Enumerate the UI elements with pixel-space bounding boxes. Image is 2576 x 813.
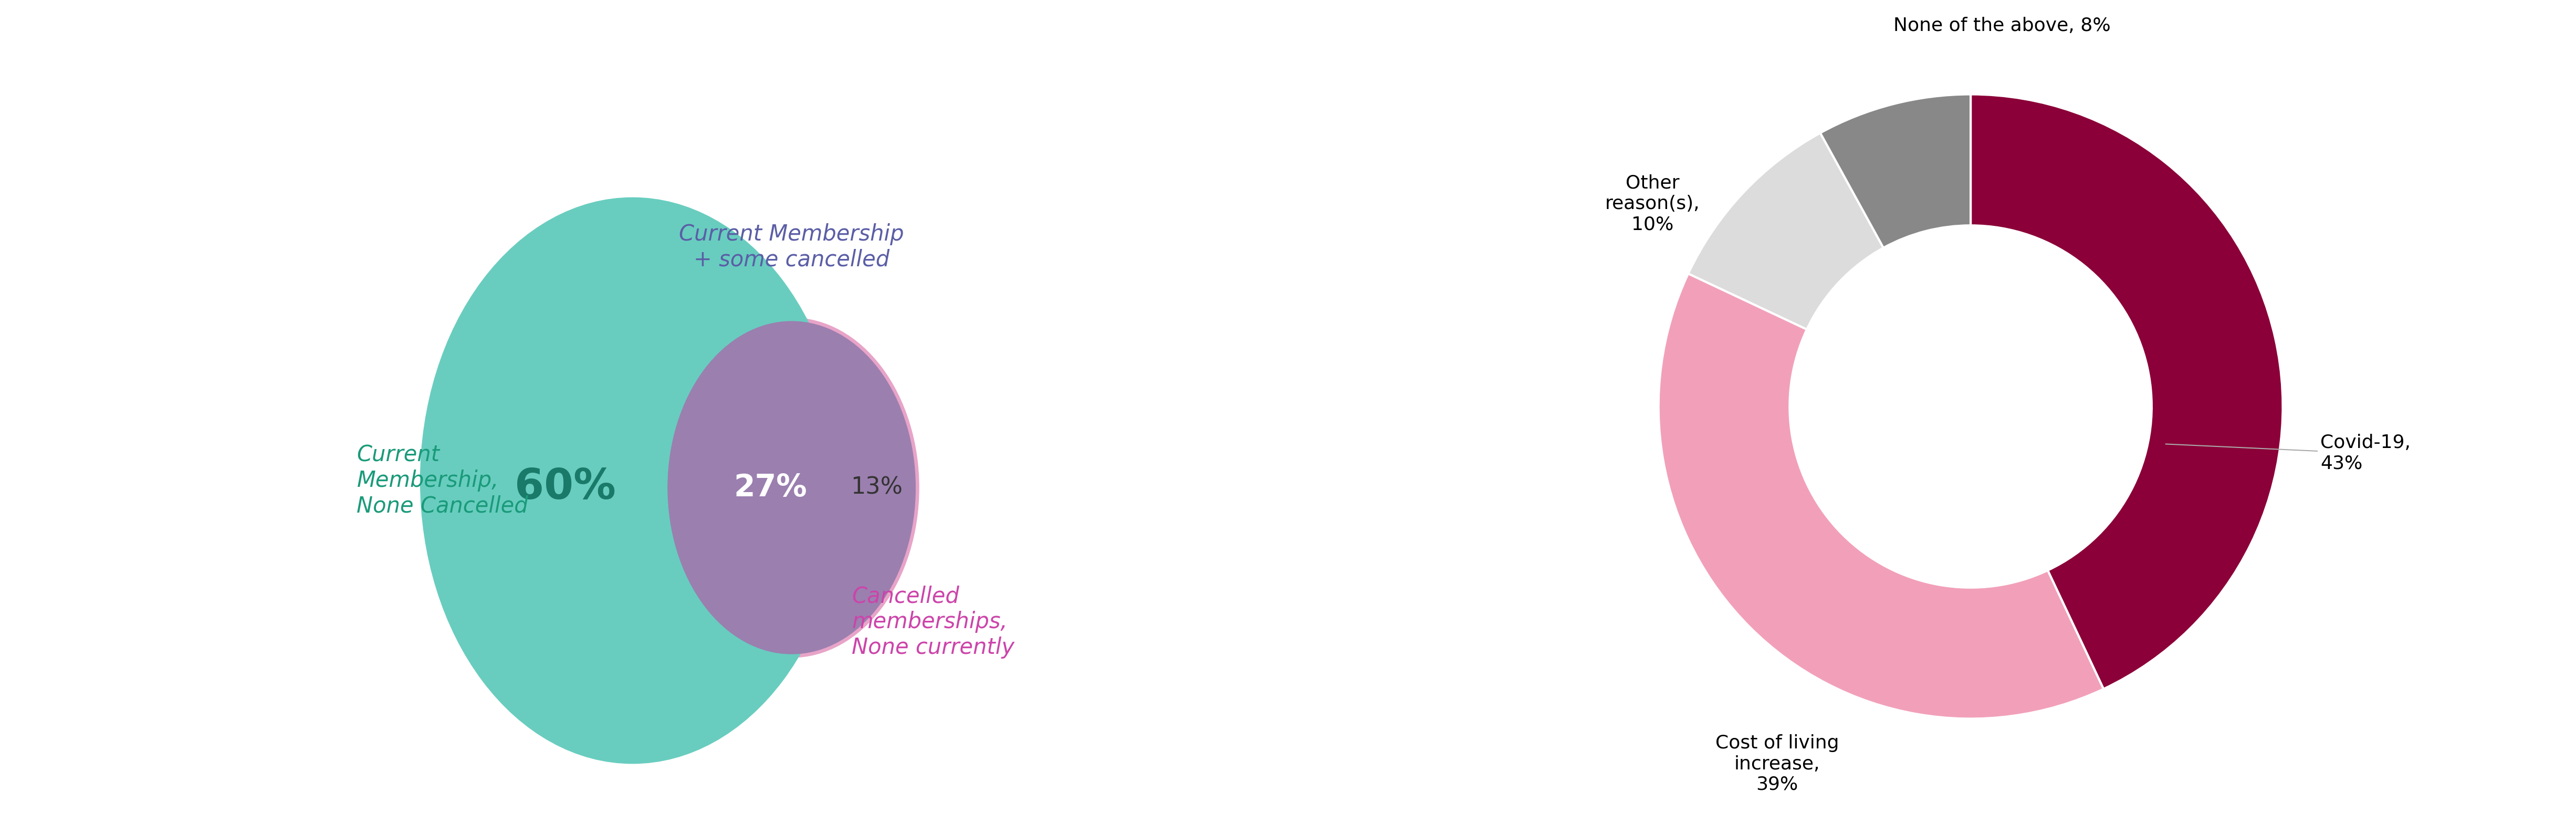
- Ellipse shape: [420, 198, 845, 763]
- Text: Current
Membership,
None Cancelled: Current Membership, None Cancelled: [355, 444, 528, 517]
- Text: Current Membership
+ some cancelled: Current Membership + some cancelled: [680, 224, 904, 271]
- Text: None of the above, 8%: None of the above, 8%: [1893, 17, 2110, 35]
- Text: Other
reason(s),
10%: Other reason(s), 10%: [1605, 174, 1700, 233]
- Wedge shape: [1687, 133, 1883, 329]
- Text: 13%: 13%: [850, 476, 902, 499]
- Text: Cancelled
memberships,
None currently: Cancelled memberships, None currently: [853, 585, 1015, 659]
- Text: 27%: 27%: [734, 472, 806, 502]
- Text: Covid-19,
43%: Covid-19, 43%: [2166, 434, 2411, 472]
- Text: 60%: 60%: [515, 467, 616, 508]
- Ellipse shape: [667, 321, 914, 654]
- Wedge shape: [1659, 274, 2105, 719]
- Text: Cost of living
increase,
39%: Cost of living increase, 39%: [1716, 734, 1839, 793]
- Wedge shape: [1821, 94, 1971, 248]
- Wedge shape: [1971, 94, 2282, 689]
- Ellipse shape: [665, 318, 920, 658]
